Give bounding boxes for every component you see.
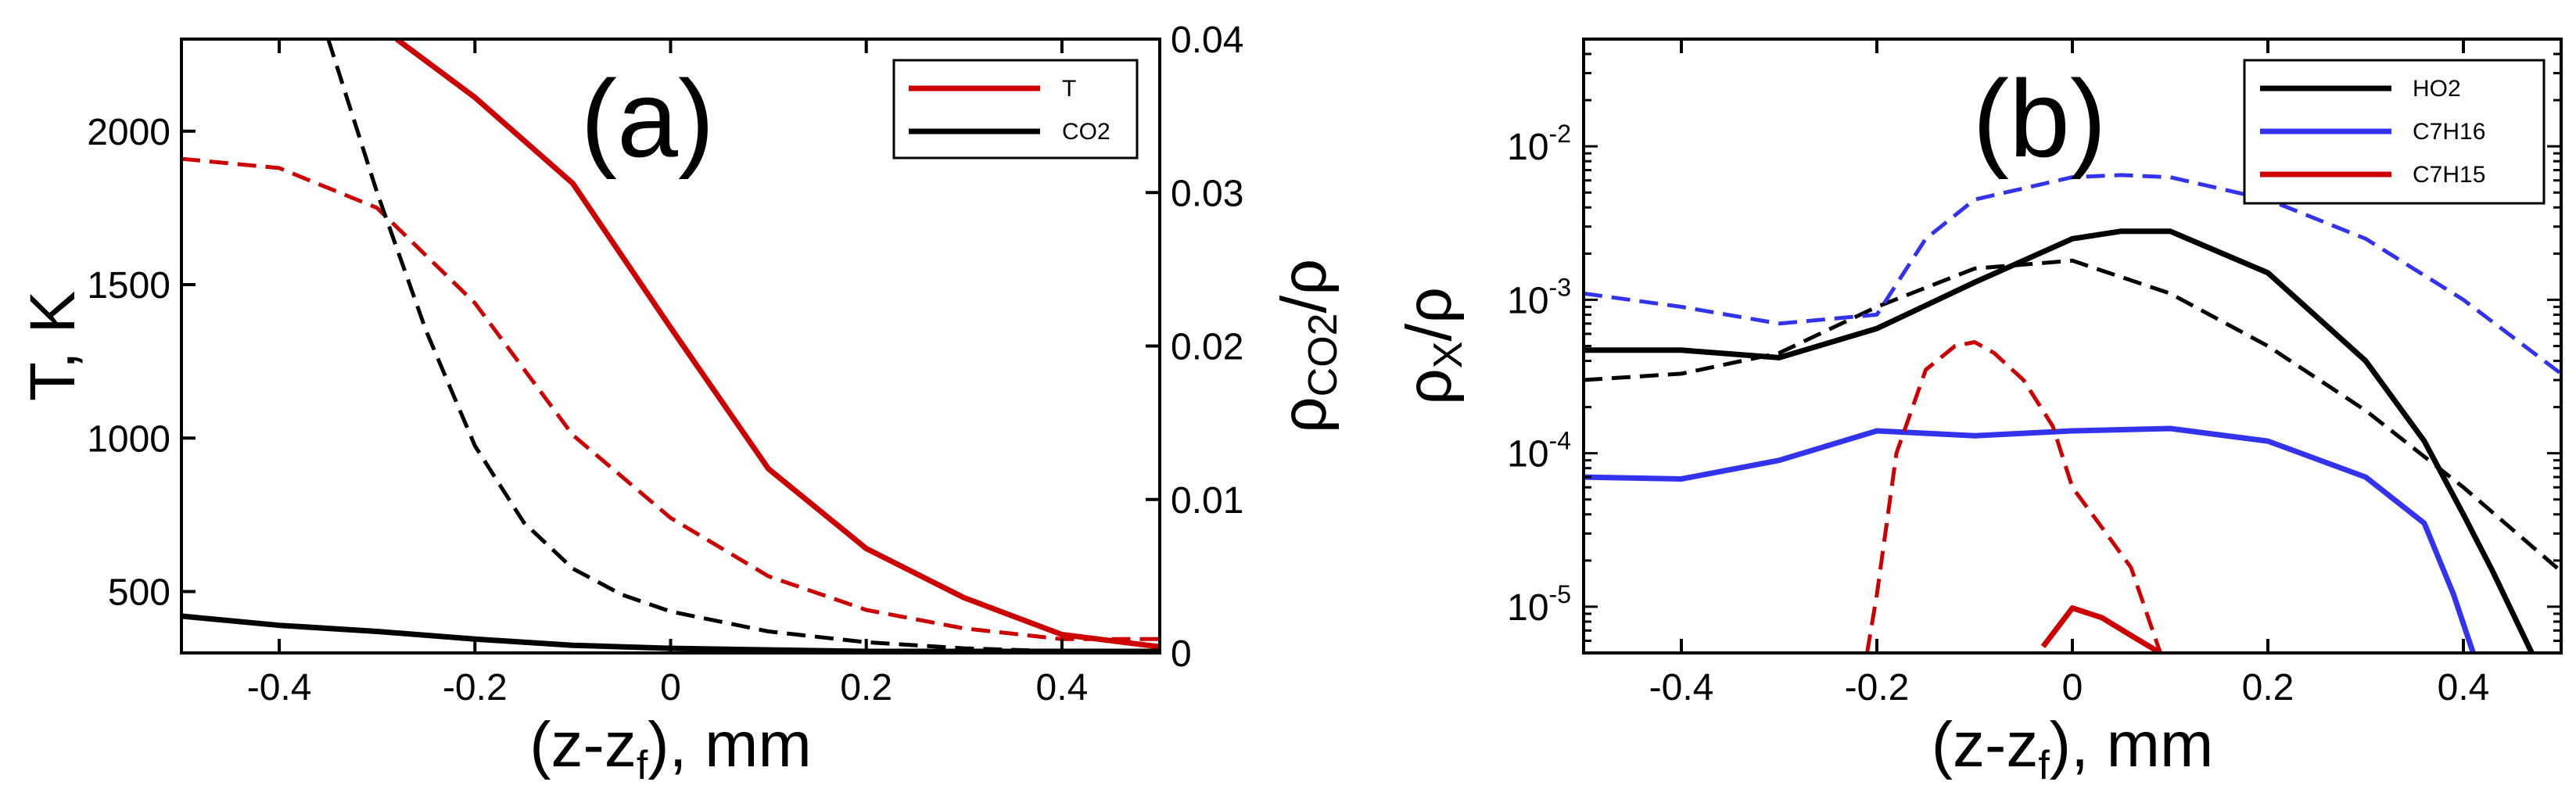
- panel-a-ticks: -0.4 -0.2 0 0.2 0.4 500 1000 1500 2000 0 0.01 0.02 0…: [87, 20, 1243, 708]
- panel-a-legend-label: CO2: [1062, 119, 1110, 145]
- panel-b-y-tick-exp: -2: [1549, 120, 1571, 148]
- panel-b-y-tick-base: 10: [1507, 587, 1548, 629]
- panel-b-series-4-dashed: [1584, 173, 2561, 375]
- panel-b-x-tick-label: -0.4: [1649, 667, 1714, 708]
- panel-a-y-axis-label: T, K: [17, 291, 88, 401]
- panel-b-y-label-tail: /ρ: [1394, 287, 1465, 341]
- panel-a-legend: T CO2: [892, 59, 1139, 160]
- panel-a-label: (a): [580, 57, 714, 180]
- panel-a-y2-tick-label: 0: [1171, 633, 1192, 675]
- panel-b-y-tick-exp: -4: [1549, 427, 1571, 455]
- panel-b-x-label-main: (z-z: [1932, 709, 2039, 780]
- panel-a-y2-tick-label: 0.02: [1171, 327, 1243, 368]
- panel-a-x-label-tail: ), mm: [648, 709, 811, 780]
- panel-a-y2-label-tail: /ρ: [1268, 259, 1340, 313]
- panel-a-y-tick-label: 1500: [87, 265, 170, 307]
- panel-b-y-label-main: ρ: [1394, 368, 1465, 405]
- panel-b-y-tick-label: 10-4: [1507, 427, 1571, 475]
- panel-b-x-tick-label: 0.4: [2438, 667, 2490, 708]
- panel-b-series-group: [1584, 173, 2561, 653]
- panel-a-legend-box: [892, 59, 1139, 160]
- panel-b-legend-label: C7H15: [2413, 162, 2485, 188]
- panel-b-ticks: -0.4 -0.2 0 0.2 0.410-510-410-310-2: [1507, 38, 2561, 708]
- panel-b: -0.4 -0.2 0 0.2 0.410-510-410-310-2 (b) ρX/ρ…: [1394, 38, 2563, 788]
- panel-b-y-tick-exp: -3: [1549, 273, 1571, 301]
- panel-b-x-tick-label: 0.2: [2242, 667, 2294, 708]
- panel-a-y2-label-sub: CO2: [1301, 313, 1346, 396]
- panel-b-x-label-tail: ), mm: [2050, 709, 2213, 780]
- panel-b-legend: HO2 C7H16 C7H15: [2243, 59, 2546, 205]
- panel-a-x-tick-label: -0.2: [443, 667, 508, 708]
- panel-b-series-5-solid: [2040, 605, 2162, 653]
- panel-b-y-tick-exp: -5: [1549, 580, 1571, 608]
- panel-b-series-3-solid: [1584, 425, 2476, 653]
- panel-b-y-tick-base: 10: [1507, 434, 1548, 475]
- panel-a-legend-label: T: [1062, 76, 1076, 102]
- panel-a-y2-axis-label: ρCO2/ρ: [1268, 259, 1346, 433]
- panel-b-y-tick-label: 10-2: [1507, 120, 1571, 168]
- panel-a-x-tick-label: 0.2: [840, 667, 892, 708]
- panel-b-legend-label: C7H16: [2413, 119, 2485, 145]
- panel-a: -0.4 -0.2 0 0.2 0.4 500 1000 1500 2000 0 0.01 0.02 0…: [17, 20, 1346, 788]
- panel-a-y2-tick-label: 0.03: [1171, 173, 1243, 214]
- panel-a-x-axis-label: (z-zf), mm: [529, 709, 812, 788]
- panel-a-y-tick-label: 1000: [87, 418, 170, 460]
- panel-b-legend-label: HO2: [2413, 76, 2461, 102]
- panel-a-y-tick-label: 500: [108, 572, 170, 614]
- panel-b-y-tick-base: 10: [1507, 127, 1548, 168]
- panel-b-series-6-dashed: [1865, 340, 2162, 653]
- panel-a-y-tick-label: 2000: [87, 112, 170, 153]
- panel-b-x-tick-label: -0.2: [1845, 667, 1910, 708]
- panel-b-series-1-solid: [1584, 228, 2535, 653]
- panel-b-y-tick-label: 10-5: [1507, 580, 1571, 629]
- panel-b-x-axis-label: (z-zf), mm: [1932, 709, 2214, 788]
- panel-b-x-tick-label: 0: [2062, 667, 2083, 708]
- panel-b-y-axis-label: ρX/ρ: [1394, 287, 1471, 405]
- panel-a-x-tick-label: 0: [660, 667, 681, 708]
- panel-a-y2-tick-label: 0.04: [1171, 20, 1243, 61]
- panel-a-x-label-sub: f: [637, 743, 648, 788]
- panel-b-y-tick-label: 10-3: [1507, 273, 1571, 321]
- panel-a-series-4-dashed: [326, 39, 1062, 653]
- panel-a-series-2-dashed: [181, 156, 1160, 641]
- panel-b-x-label-sub: f: [2038, 743, 2050, 788]
- panel-b-series-2-dashed: [1584, 258, 2561, 573]
- panel-a-y2-label-main: ρ: [1268, 396, 1340, 433]
- panel-b-label: (b): [1972, 57, 2106, 180]
- panel-b-y-tick-base: 10: [1507, 280, 1548, 321]
- panel-a-x-label-main: (z-z: [529, 709, 637, 780]
- panel-a-x-tick-label: -0.4: [247, 667, 312, 708]
- panel-a-y2-tick-label: 0.01: [1171, 480, 1243, 522]
- panel-a-x-tick-label: 0.4: [1036, 667, 1089, 708]
- panel-a-series-1-solid: [395, 39, 1160, 650]
- panel-b-y-label-sub: X: [1426, 342, 1471, 369]
